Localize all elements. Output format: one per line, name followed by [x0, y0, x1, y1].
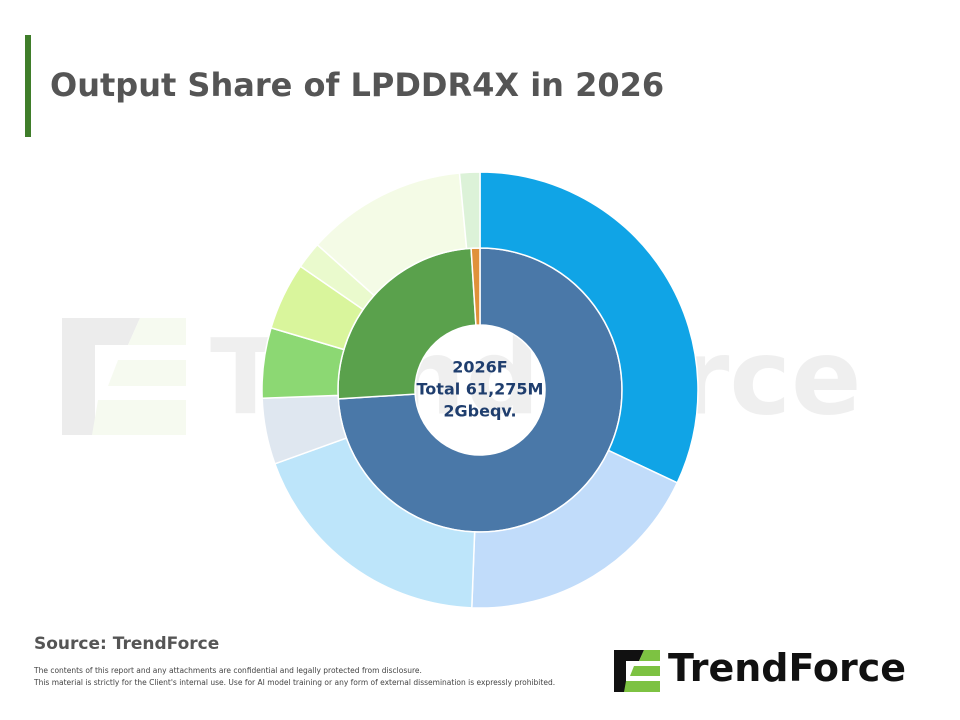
logo: TrendForce: [668, 646, 907, 690]
donut-segment: [479, 171, 699, 484]
center-label: 2Gbeqv.: [443, 402, 516, 421]
center-label: Total 61,275M: [417, 380, 544, 399]
source: Source: TrendForce: [34, 634, 220, 654]
center-label: 2026F: [452, 358, 507, 377]
title: Output Share of LPDDR4X in 2026: [50, 66, 665, 104]
watermark-icon: [62, 318, 186, 435]
logo-icon: [614, 650, 660, 692]
donut-segment: [458, 171, 481, 250]
disclaimer: The contents of this report and any atta…: [34, 666, 422, 675]
disclaimer: This material is strictly for the Client…: [34, 678, 556, 687]
accent-bar: [25, 35, 31, 137]
donut-segment: [273, 437, 476, 609]
